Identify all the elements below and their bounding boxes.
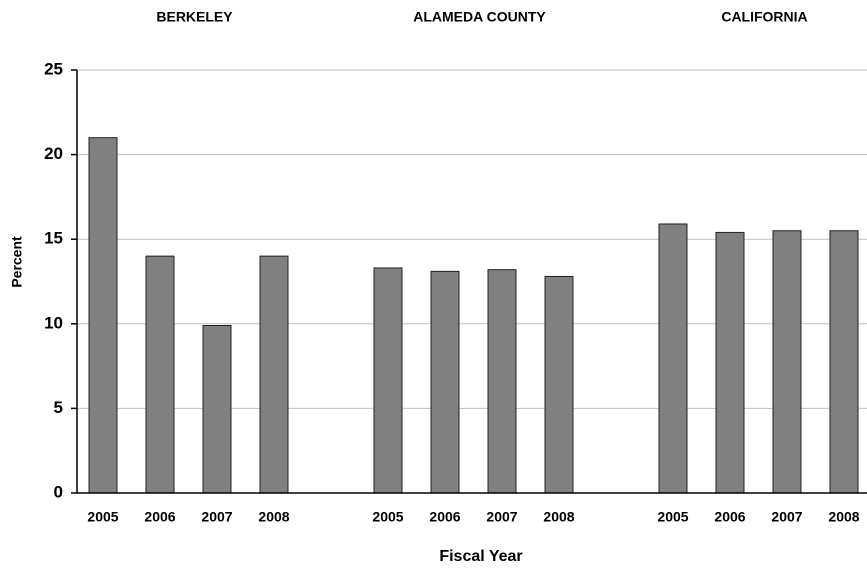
y-tick-label: 5 [54, 398, 63, 417]
bar [202, 324, 232, 494]
x-tick-label: 2007 [486, 509, 517, 525]
group-label: ALAMEDA COUNTY [413, 9, 546, 25]
x-tick-label: 2008 [828, 509, 859, 525]
x-tick-label: 2008 [258, 509, 289, 525]
y-tick-label: 25 [44, 59, 63, 78]
bar [544, 275, 574, 494]
bar [145, 255, 175, 494]
y-axis-label: Percent [9, 236, 25, 288]
x-tick-label: 2007 [771, 509, 802, 525]
bar [430, 270, 460, 494]
bar [487, 269, 517, 494]
y-tick-label: 0 [54, 482, 63, 501]
bar [715, 231, 745, 494]
x-tick-label: 2005 [372, 509, 403, 525]
bar [373, 267, 403, 494]
x-tick-label: 2006 [429, 509, 460, 525]
x-tick-label: 2006 [144, 509, 175, 525]
bar [259, 255, 289, 494]
y-tick-label: 10 [44, 313, 63, 332]
bar [772, 230, 802, 494]
y-tick-label: 15 [44, 229, 63, 248]
x-tick-label: 2005 [657, 509, 688, 525]
x-tick-label: 2007 [201, 509, 232, 525]
x-tick-label: 2005 [87, 509, 118, 525]
bar [658, 223, 688, 494]
group-label: CALIFORNIA [721, 9, 807, 25]
x-tick-label: 2008 [543, 509, 574, 525]
y-tick-label: 20 [44, 144, 63, 163]
bar [829, 230, 859, 494]
bar [88, 137, 118, 494]
x-tick-label: 2006 [714, 509, 745, 525]
x-axis-label: Fiscal Year [439, 548, 522, 565]
group-label: BERKELEY [156, 9, 233, 25]
